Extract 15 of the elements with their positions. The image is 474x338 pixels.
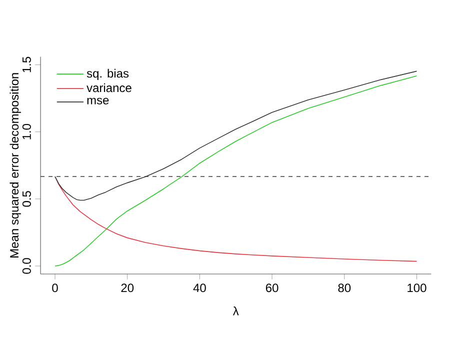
y-tick-label: 1.5	[22, 56, 31, 72]
x-tick-label: 40	[193, 284, 206, 292]
x-tick-label: 100	[408, 284, 426, 292]
x-tick-label: 60	[266, 284, 278, 292]
y-axis-title: Mean squared error decomposition	[10, 73, 21, 258]
legend-label: variance	[86, 83, 132, 92]
y-tick-label: 1.0	[22, 124, 31, 140]
x-tick-label: 20	[121, 284, 134, 292]
y-tick-label: 0.0	[22, 258, 31, 274]
y-tick-label: 0.5	[22, 191, 31, 207]
x-axis-title: λ	[232, 306, 239, 316]
legend-label: sq. bias	[86, 68, 129, 80]
x-tick-label: 0	[52, 284, 58, 292]
legend-label: mse	[87, 98, 109, 104]
x-tick-label: 80	[338, 284, 351, 292]
